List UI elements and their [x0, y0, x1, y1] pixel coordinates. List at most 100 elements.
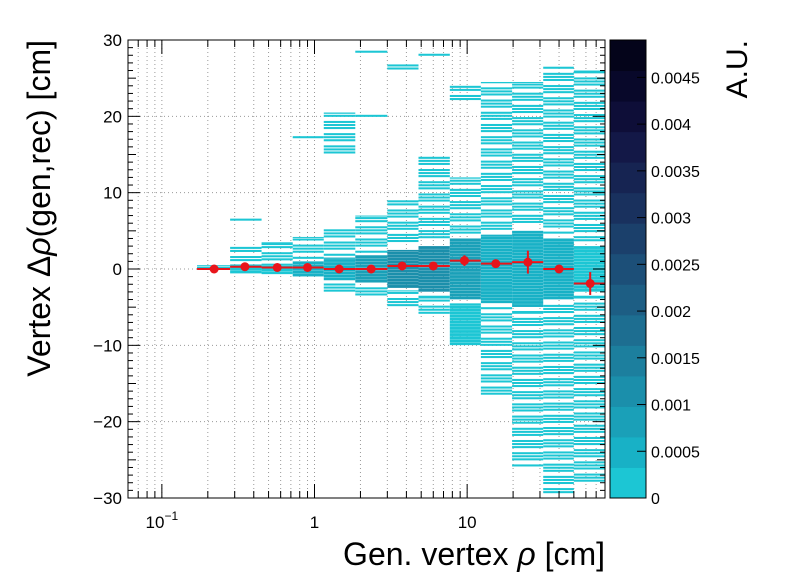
heatmap-cell	[480, 175, 513, 178]
heatmap-cell	[573, 156, 605, 159]
colorbar-band	[610, 467, 646, 499]
colorbar-tick-label: 0.0025	[651, 257, 700, 274]
heatmap-cell	[512, 193, 544, 196]
heatmap-cell	[512, 342, 544, 345]
heatmap-cell	[512, 336, 544, 339]
heatmap-cell	[355, 276, 388, 280]
heatmap-cell	[449, 98, 481, 101]
heatmap-cell	[512, 452, 544, 455]
heatmap-cell	[512, 196, 544, 199]
heatmap-cell	[480, 343, 513, 346]
y-axis-title: Vertex Δρ(gen,rec) [cm]	[21, 40, 57, 377]
heatmap-cell	[543, 293, 574, 297]
heatmap-cell	[543, 287, 574, 291]
heatmap-cell	[449, 228, 481, 231]
heatmap-cell	[512, 381, 544, 385]
y-axis-title-prefix: Vertex Δ	[21, 256, 57, 377]
heatmap-cell	[292, 256, 324, 259]
heatmap-cell	[512, 323, 544, 327]
heatmap-cell	[512, 110, 544, 114]
heatmap-cell	[418, 295, 450, 297]
heatmap-cell	[573, 187, 605, 190]
heatmap-cell	[512, 233, 544, 237]
heatmap-cell	[449, 290, 481, 294]
heatmap-cell	[512, 369, 544, 372]
heatmap-cell	[573, 193, 605, 196]
heatmap-cell	[512, 427, 544, 430]
profile-point	[397, 261, 407, 271]
heatmap-cell	[573, 363, 605, 366]
heatmap-cell	[512, 190, 544, 193]
x-tick-label-base: 1	[310, 513, 319, 532]
heatmap-cell	[387, 251, 419, 255]
heatmap-cell	[543, 478, 574, 481]
heatmap-cell	[573, 138, 605, 141]
heatmap-cell	[543, 149, 574, 152]
profile-series-layer	[197, 250, 605, 295]
heatmap-cell	[387, 272, 419, 276]
colorbar-band	[610, 101, 646, 133]
heatmap-cell	[449, 342, 481, 346]
heatmap-cell	[449, 250, 481, 254]
heatmap-cell	[449, 293, 481, 297]
heatmap-cell	[480, 392, 513, 395]
heatmap-cell	[573, 129, 605, 132]
heatmap-cell	[543, 139, 574, 143]
heatmap-cell	[573, 150, 605, 153]
heatmap-cell	[543, 278, 574, 282]
heatmap-cell	[512, 421, 544, 424]
heatmap-cell	[573, 205, 605, 208]
colorbar-tick-label: 0.002	[651, 304, 691, 321]
heatmap-cell	[292, 238, 324, 241]
heatmap-cell	[543, 161, 574, 164]
heatmap-cell	[449, 231, 481, 234]
heatmap-cell	[480, 221, 513, 224]
colorbar-tick-label: 0.003	[651, 211, 691, 228]
heatmap-cell	[512, 83, 544, 86]
heatmap-cell	[387, 291, 419, 294]
heatmap-cell	[543, 466, 574, 469]
heatmap-cell	[543, 335, 574, 338]
heatmap-cell	[480, 139, 513, 142]
colorbar-tick-label: 0.0035	[651, 164, 700, 181]
heatmap-cell	[323, 262, 356, 265]
heatmap-cell	[323, 148, 356, 151]
profile-point	[240, 262, 250, 272]
heatmap-cell	[449, 219, 481, 222]
colorbar-band	[610, 223, 646, 255]
heatmap-cell	[512, 345, 544, 348]
heatmap-cell	[573, 351, 605, 354]
heatmap-cell	[418, 249, 450, 253]
heatmap-cell	[387, 275, 419, 279]
heatmap-cell	[323, 289, 356, 292]
heatmap-cell	[573, 107, 605, 110]
heatmap-cell	[261, 252, 293, 255]
heatmap-cell	[355, 114, 388, 117]
heatmap-cell	[543, 405, 574, 408]
heatmap-cell	[573, 394, 605, 397]
heatmap-cell	[512, 378, 544, 381]
heatmap-cell	[418, 252, 450, 256]
heatmap-cell	[480, 154, 513, 157]
heatmap-cell	[480, 337, 513, 340]
heatmap-cell	[323, 139, 356, 142]
heatmap-cell	[573, 169, 605, 172]
heatmap-cell	[418, 181, 450, 184]
heatmap-cell	[480, 307, 513, 310]
heatmap-cell	[480, 197, 513, 200]
heatmap-cell	[573, 308, 605, 311]
heatmap-cell	[323, 114, 356, 117]
heatmap-cell	[543, 347, 574, 350]
heatmap-cell	[573, 175, 605, 178]
heatmap-cell	[543, 198, 574, 201]
heatmap-cell	[573, 339, 605, 342]
heatmap-cell	[512, 236, 544, 240]
heatmap-cell	[543, 488, 574, 491]
heatmap-cell	[573, 92, 605, 95]
heatmap-cell	[449, 296, 481, 300]
heatmap-cell	[512, 439, 544, 443]
heatmap-cell	[480, 285, 513, 288]
heatmap-cell	[543, 329, 574, 332]
heatmap-cell	[449, 305, 481, 309]
colorbar-tick-label: 0.0005	[651, 444, 700, 461]
